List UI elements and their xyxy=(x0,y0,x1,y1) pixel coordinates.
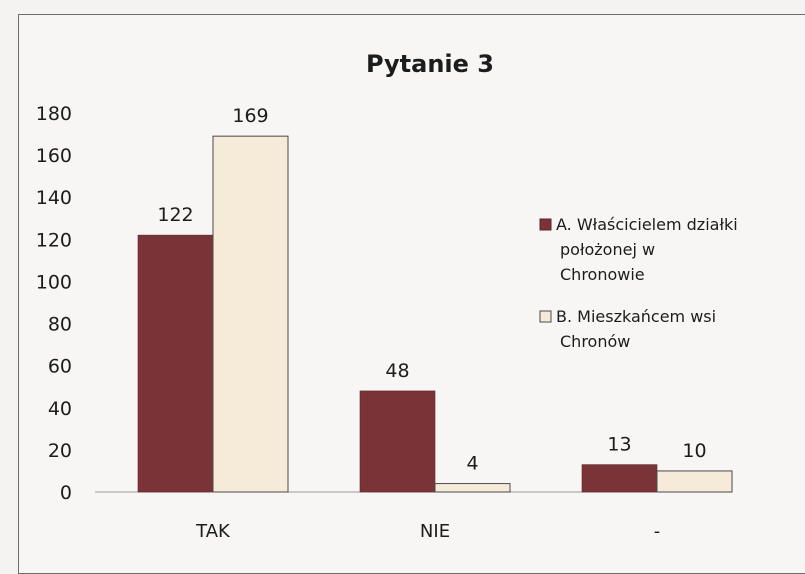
y-tick-label: 0 xyxy=(60,482,72,504)
legend-entry-text: położonej w xyxy=(560,240,655,259)
y-tick-label: 120 xyxy=(36,229,72,251)
data-label: 10 xyxy=(682,440,706,462)
x-category-label: NIE xyxy=(420,521,450,542)
y-tick-label: 40 xyxy=(48,398,72,420)
bar-a-3 xyxy=(581,464,658,493)
y-tick-label: 60 xyxy=(48,356,72,378)
y-tick-label: 80 xyxy=(48,314,72,336)
data-label: 4 xyxy=(466,453,478,475)
legend-entry-text: Chronowie xyxy=(560,265,645,284)
legend-entry-text: Chronów xyxy=(560,332,630,351)
chart-title: Pytanie 3 xyxy=(366,50,494,78)
x-category-label: - xyxy=(654,521,661,542)
legend-swatch-a xyxy=(539,218,552,231)
legend-swatch-b xyxy=(539,310,552,323)
data-label: 169 xyxy=(232,105,268,127)
data-label: 122 xyxy=(157,204,193,226)
y-tick-label: 160 xyxy=(36,145,72,167)
bar-a-2 xyxy=(359,390,436,493)
y-tick-label: 140 xyxy=(36,187,72,209)
bar-b-3 xyxy=(656,470,733,493)
y-tick-label: 20 xyxy=(48,440,72,462)
x-category-label: TAK xyxy=(195,521,231,542)
legend-entry-text: B. Mieszkańcem wsi xyxy=(556,307,716,326)
bar-b-1 xyxy=(212,135,289,493)
y-tick-label: 100 xyxy=(36,271,72,293)
data-label: 13 xyxy=(607,434,631,456)
y-tick-label: 180 xyxy=(36,103,72,125)
data-label: 48 xyxy=(385,360,409,382)
bar-a-1 xyxy=(137,234,214,493)
bar-b-2 xyxy=(434,483,511,493)
legend-entry-text: A. Właścicielem działki xyxy=(556,215,738,234)
